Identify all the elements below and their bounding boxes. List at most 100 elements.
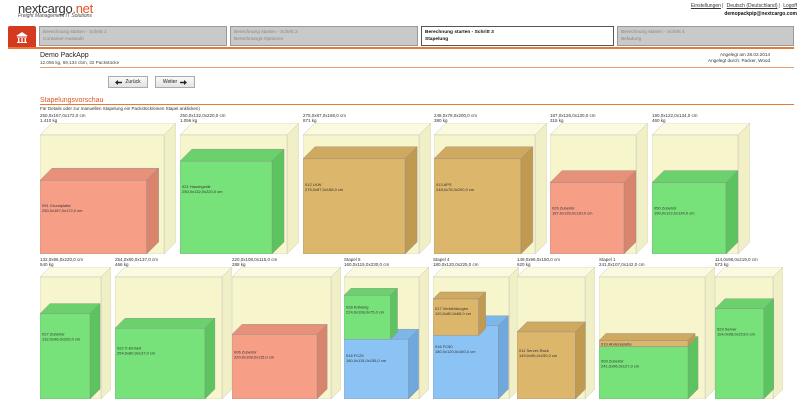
box-label: 021 Haushgerät [182, 184, 211, 189]
row2-stack-7[interactable]: Stapel 1 241,0x107,0x142,0 cm 009 Zubehör 2… [599, 257, 715, 399]
row1-stack-5[interactable]: 187,0x126,0x130,0 cm 315 kg 026 Zubehör 187… [550, 113, 648, 254]
row2-stack-3[interactable]: 220,0x108,0x115,0 cm 288 kg 006 Zubehör 220… [232, 257, 341, 399]
box-dimensions: 220,0x108,0x115,0 cm [234, 355, 275, 360]
box-label: 028 Kühlung [346, 304, 368, 309]
back-button[interactable]: Zurück [108, 76, 148, 88]
box-label: 006 Zubehör [234, 350, 257, 355]
row1-stack-1[interactable]: 250,0x167,0x172,0 cm 1.410 kg 091 Grundpla… [40, 113, 176, 254]
cargo-box[interactable] [232, 323, 328, 399]
stack-weight: 380 kg [434, 118, 448, 123]
cargo-box[interactable] [517, 321, 586, 399]
cargo-box[interactable] [550, 170, 637, 254]
row1-stack-2[interactable]: 250,0x132,0x220,0 cm 1.056 kg 021 Haushger… [180, 113, 299, 254]
divider [40, 104, 794, 105]
box-label: 019 Abdeckplatte [601, 342, 632, 347]
stack-dimensions: 149,0x96,0x150,0 cm [517, 257, 561, 262]
box-dimensions: 120,0x80,0x65,0 cm [435, 311, 472, 316]
stack-dimensions: 248,0x78,0x200,0 cm [434, 113, 478, 118]
box-dimensions: 149,0x96,0x150,0 cm [519, 353, 558, 358]
box-dimensions: 241,0x96,0x127,0 cm [601, 363, 640, 368]
home-button[interactable] [8, 26, 36, 48]
stack-dimensions: 275,0x87,0x168,0 cm [303, 113, 347, 118]
stack-dimensions: 254,0x80,0x137,0 cm [115, 257, 159, 262]
box-dimensions: 132,0x96,0x220,0 cm [42, 337, 81, 342]
cargo-box[interactable] [433, 291, 487, 337]
building-icon [16, 32, 28, 43]
step-4[interactable]: Berechnung starten - Schritt 4 Beladung [617, 26, 794, 46]
step-3[interactable]: Berechnung starten - Schritt 3 Stapelung [421, 26, 614, 46]
step-2[interactable]: Berechnung starten - Schritt 2 Berechnung… [230, 26, 418, 46]
row2-stack-2[interactable]: 254,0x80,0x137,0 cm 466 kg 022 X-Einheit 25… [115, 257, 232, 399]
cargo-box[interactable] [344, 287, 398, 340]
section-hint: Für Details oder zur manuellen Stapelung… [40, 106, 200, 111]
row2-stack-5[interactable]: Stapel 4 180,0x120,0x225,0 cm 016 FC50 180,… [433, 257, 519, 399]
cargo-box[interactable] [180, 148, 285, 254]
stack-dimensions: 180,0x120,0x225,0 cm [433, 262, 479, 267]
page-summary: 12.056 kg, 69,134 cbm, 32 Packstücke [40, 60, 120, 65]
stack-dimensions: 241,0x107,0x142,0 cm [599, 262, 645, 267]
stack-dimensions: 190,0x122,0x134,0 cm [652, 113, 698, 118]
row2-stack-1[interactable]: 132,0x96,0x220,0 cm 540 kg 027 Zubehör 132,… [40, 257, 111, 399]
box-dimensions: 248,0x78,0x200,0 cm [436, 187, 475, 192]
box-label: 091 Grundplatte [42, 203, 71, 208]
divider [8, 47, 794, 49]
box-dimensions: 224,0x108,0x75,0 cm [346, 309, 385, 314]
logoff-link[interactable]: Logoff [783, 3, 797, 9]
box-label: 009 Zubehör [601, 358, 624, 363]
box-label: 027 Zubehör [42, 332, 65, 337]
row2-stack-4[interactable]: Stapel 5 160,0x115,0x230,0 cm 018 FC25 160,… [344, 257, 429, 399]
box-dimensions: 160,0x115,0x155,0 cm [346, 358, 387, 363]
cargo-box[interactable] [40, 167, 160, 254]
stack-weight: 620 kg [517, 262, 531, 267]
created-by: Angelegt durch: Packer, Wood [708, 58, 770, 63]
stack-weight: 573 kg [715, 262, 729, 267]
box-dimensions: 187,0x126,0x130,0 cm [552, 211, 593, 216]
cargo-box[interactable] [434, 146, 534, 254]
stack-weight: 315 kg [550, 118, 564, 123]
box-dimensions: 254,0x80,0x137,0 cm [117, 350, 156, 355]
box-label: 016 FC50 [435, 344, 453, 349]
row2-stack-6[interactable]: 149,0x96,0x150,0 cm 620 kg 011 Server-Rack… [517, 257, 595, 399]
box-dimensions: 250,0x167,0x172,0 cm [42, 208, 83, 213]
section-title: Stapelungsvorschau [40, 97, 104, 104]
language-link[interactable]: Deutsch (Deutschland) [726, 3, 778, 9]
stack-weight: 1.410 kg [40, 118, 58, 123]
stack-weight: 466 kg [115, 262, 129, 267]
next-button[interactable]: Weiter [155, 76, 195, 88]
stack-dimensions: 250,0x132,0x220,0 cm [180, 113, 226, 118]
step-1[interactable]: Berechnung starten - Schritt 1 Container-… [39, 26, 227, 46]
stack-weight: 288 kg [232, 262, 246, 267]
row1-stack-4[interactable]: 248,0x78,0x200,0 cm 380 kg 013 APS 248,0x78… [434, 113, 547, 254]
top-links: Einstellungen| Deutsch (Deutschland)| Lo… [690, 3, 797, 9]
box-dimensions: 275,0x87,0x168,0 cm [305, 187, 344, 192]
row2-stack-8[interactable]: 114,0x98,0x219,0 cm 573 kg 023 Server 114,0… [715, 257, 783, 399]
stack-name: Stapel 1 [599, 257, 616, 262]
cargo-box[interactable] [715, 298, 775, 399]
cargo-box[interactable] [344, 328, 419, 399]
row1-stack-3[interactable]: 275,0x87,0x168,0 cm 871 kg 012 LKW 275,0x87… [303, 113, 431, 254]
logo[interactable]: nextcargo.net [18, 1, 93, 16]
cargo-box[interactable] [40, 303, 101, 399]
cargo-box[interactable] [599, 332, 696, 348]
cargo-box[interactable] [303, 146, 418, 254]
cargo-box[interactable] [115, 317, 216, 399]
box-label: 022 X-Einheit [117, 345, 142, 350]
row1-stack-6[interactable]: 190,0x122,0x134,0 cm 460 kg 050 Zubehör 190… [652, 113, 750, 254]
stack-dimensions: 114,0x98,0x219,0 cm [715, 257, 758, 262]
cargo-box[interactable] [652, 170, 739, 254]
settings-link[interactable]: Einstellungen [690, 3, 721, 9]
